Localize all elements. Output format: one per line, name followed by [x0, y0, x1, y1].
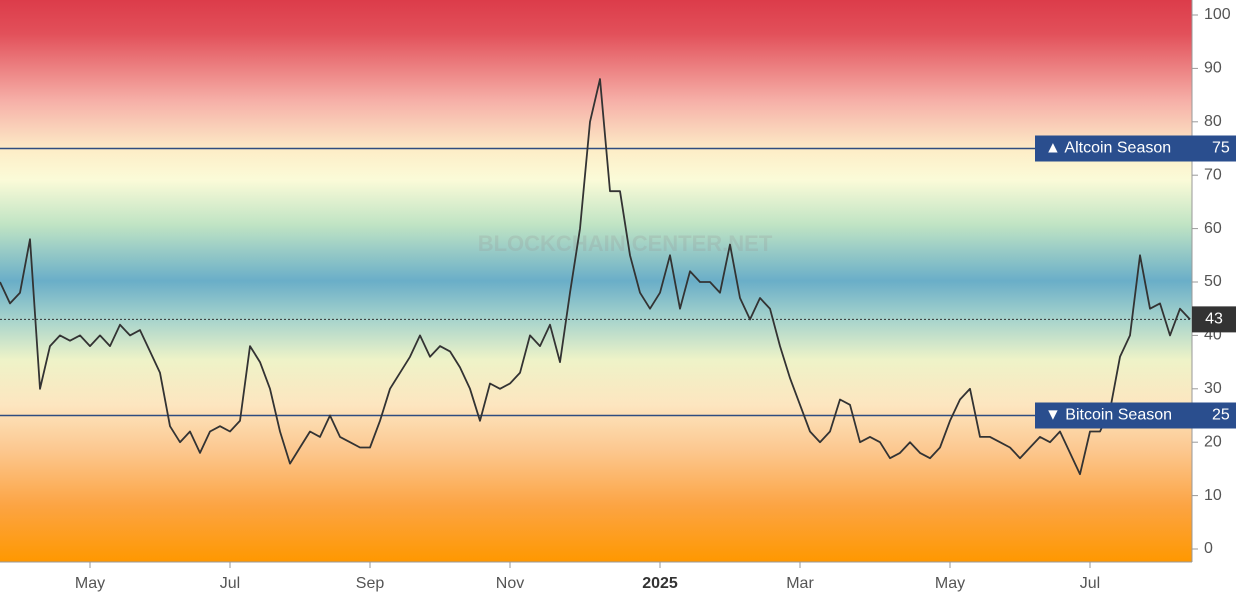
reference-label-box — [1035, 402, 1236, 429]
y-tick-label: 100 — [1204, 6, 1231, 23]
y-tick-label: 90 — [1204, 60, 1222, 77]
x-tick-label: Nov — [496, 575, 524, 592]
x-tick-label: Sep — [356, 575, 385, 592]
y-tick-label: 20 — [1204, 433, 1222, 450]
watermark: BLOCKCHAIN CENTER.NET — [478, 231, 773, 256]
reference-value: 75 — [1212, 140, 1230, 157]
x-tick-label: Jul — [1080, 575, 1100, 592]
y-tick-label: 60 — [1204, 220, 1222, 237]
reference-label: ▼ Bitcoin Season — [1045, 407, 1172, 424]
x-tick-label: May — [935, 575, 965, 592]
x-tick-label: May — [75, 575, 105, 592]
x-tick-label: Mar — [786, 575, 814, 592]
last-value-box — [1192, 306, 1236, 333]
reference-label: ▲ Altcoin Season — [1045, 140, 1171, 157]
y-tick-label: 70 — [1204, 166, 1222, 183]
last-value-label: 43 — [1205, 311, 1223, 328]
y-tick-label: 10 — [1204, 487, 1222, 504]
plot-background — [0, 0, 1192, 562]
y-tick-label: 80 — [1204, 113, 1222, 130]
y-tick-label: 30 — [1204, 380, 1222, 397]
series-line — [0, 78, 1191, 476]
x-tick-label: 2025 — [642, 575, 678, 592]
y-tick-label: 0 — [1204, 540, 1213, 557]
reference-value: 25 — [1212, 407, 1230, 424]
x-tick-label: Jul — [220, 575, 240, 592]
reference-label-box — [1035, 135, 1236, 162]
y-tick-label: 50 — [1204, 273, 1222, 290]
